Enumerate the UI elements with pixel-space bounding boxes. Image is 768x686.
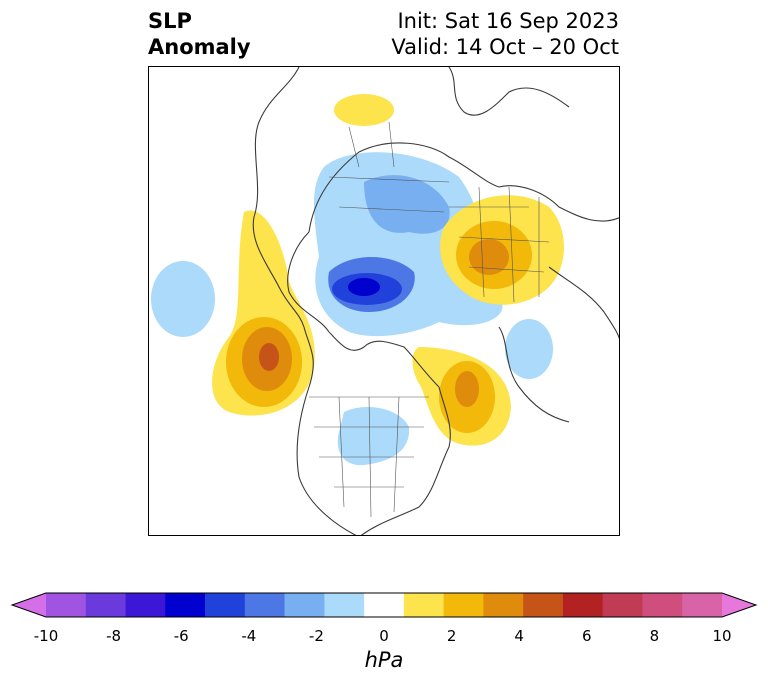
colorbar-segment [443,593,484,617]
init-date: Init: Sat 16 Sep 2023 [397,9,619,33]
title-line-2: Anomaly [148,35,251,59]
colorbar-segment [682,593,723,617]
negative-anomaly-central-us [337,407,410,466]
coastlines [252,67,619,535]
positive-anomaly-east-asia [334,94,394,126]
map-title: SLP Anomaly [148,8,251,60]
colorbar-segment [523,593,564,617]
colorbar-segment [244,593,285,617]
colorbar-segment [125,593,166,617]
colorbar-tick-label: 4 [514,627,524,645]
anomaly-map [148,66,620,536]
colorbar-arrow-min [12,593,46,617]
colorbar-segment [483,593,524,617]
colorbar-tick-label: -8 [106,627,122,645]
colorbar-outline [10,592,758,618]
date-info: Init: Sat 16 Sep 2023 Valid: 14 Oct – 20… [391,8,619,60]
colorbar-tick-label: 10 [712,627,732,645]
colorbar [10,592,758,618]
colorbar-unit: hPa [364,648,404,672]
positive-anomaly-north-atlantic [412,347,511,446]
colorbar-tick-label: -4 [241,627,257,645]
negative-anomaly-arctic-ocean [314,152,503,337]
colorbar-tick-label: 2 [446,627,457,645]
colorbar-segment [364,593,405,617]
positive-anomaly-alaska-gulf [212,210,315,416]
colorbar-segment [642,593,683,617]
colorbar-segment [165,593,206,617]
colorbar-segment [85,593,126,617]
colorbar-segment [284,593,325,617]
colorbar-segment [562,593,604,617]
colorbar-tick-label: 8 [649,627,660,645]
colorbar-tick-label: 6 [582,627,592,645]
colorbar-tick-label: 0 [379,627,389,645]
colorbar-segment [324,593,365,617]
negative-anomaly-north-pacific [151,261,215,337]
negative-anomaly-siberia [505,319,553,379]
title-line-1: SLP [148,9,192,33]
colorbar-tick-label: -6 [173,627,189,645]
colorbar-segment [205,593,246,617]
colorbar-segment [46,593,87,617]
borders [309,121,550,518]
colorbar-arrow-max [722,593,756,617]
colorbar-tick-label: -2 [308,627,324,645]
colorbar-segment [602,593,643,617]
map-canvas [151,67,619,535]
colorbar-tick-label: -10 [33,627,59,645]
valid-range: Valid: 14 Oct – 20 Oct [391,35,619,59]
colorbar-segment [403,593,444,617]
